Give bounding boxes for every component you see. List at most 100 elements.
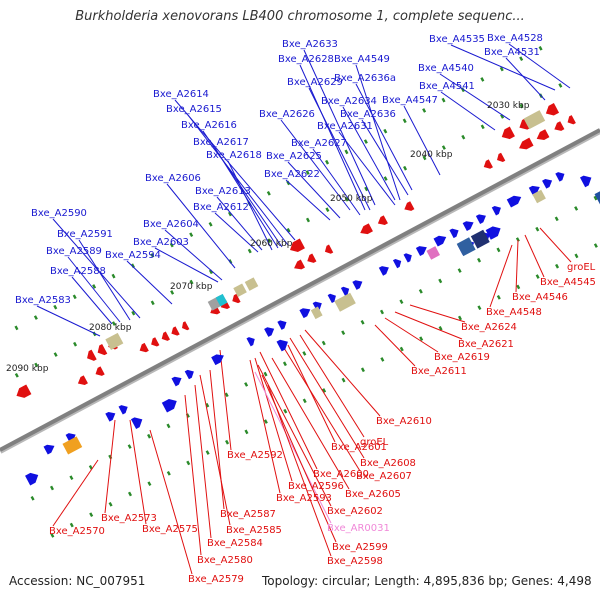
gene-label-reverse[interactable]: Bxe_A2575 <box>142 524 198 535</box>
gene-label-reverse[interactable]: Bxe_A2584 <box>207 538 263 549</box>
gene-block[interactable] <box>470 229 490 249</box>
rrna-block[interactable] <box>62 436 83 455</box>
gene-label-forward[interactable]: Bxe_A2633 <box>282 39 338 50</box>
gene-label-forward[interactable]: Bxe_A2590 <box>31 208 87 219</box>
forward-gene-arrow[interactable] <box>491 204 503 216</box>
gene-label-forward[interactable]: Bxe_A2591 <box>57 229 113 240</box>
forward-gene-arrow[interactable] <box>264 325 276 337</box>
reverse-gene-arrow[interactable] <box>517 137 534 153</box>
gene-label-forward[interactable]: Bxe_A4549 <box>334 54 390 65</box>
gene-label-forward[interactable]: Bxe_A2613 <box>195 186 251 197</box>
reverse-gene-arrow[interactable] <box>292 259 306 273</box>
gene-label-reverse[interactable]: Bxe_A2605 <box>345 489 401 500</box>
gene-label-forward[interactable]: Bxe_A2604 <box>143 219 199 230</box>
gene-label-forward[interactable]: Bxe_A2626 <box>259 109 315 120</box>
reverse-gene-arrow[interactable] <box>95 343 108 357</box>
gene-label-forward[interactable]: Bxe_A2616 <box>181 120 237 131</box>
forward-gene-arrow[interactable] <box>312 299 324 312</box>
gene-label-forward[interactable]: Bxe_A4540 <box>418 63 474 74</box>
reverse-gene-arrow[interactable] <box>535 129 550 143</box>
gene-label-reverse[interactable]: Bxe_A2598 <box>327 556 383 567</box>
gene-label-reverse[interactable]: Bxe_A2607 <box>356 471 412 482</box>
forward-gene-arrow[interactable] <box>485 224 504 240</box>
gene-label-reverse[interactable]: Bxe_A2592 <box>227 450 283 461</box>
reverse-gene-arrow[interactable] <box>376 215 388 227</box>
gene-label-reverse[interactable]: Bxe_A2624 <box>461 322 517 333</box>
reverse-gene-arrow[interactable] <box>180 321 190 332</box>
ncrna-label[interactable]: Bxe_AR0031 <box>327 523 390 534</box>
forward-gene-arrow[interactable] <box>555 170 566 182</box>
gene-label-forward[interactable]: Bxe_A2625 <box>266 151 322 162</box>
reverse-gene-arrow[interactable] <box>517 118 531 132</box>
reverse-gene-arrow[interactable] <box>138 342 149 355</box>
forward-gene-arrow[interactable] <box>403 251 414 263</box>
forward-gene-arrow[interactable] <box>580 173 594 188</box>
gene-block[interactable] <box>456 237 476 257</box>
gene-label-forward[interactable]: Bxe_A4528 <box>487 33 543 44</box>
gene-label-reverse[interactable]: Bxe_A2599 <box>332 542 388 553</box>
reverse-gene-arrow[interactable] <box>323 244 334 256</box>
reverse-gene-arrow[interactable] <box>93 366 105 378</box>
gene-block[interactable] <box>215 293 228 307</box>
gene-label-forward[interactable]: Bxe_A2618 <box>206 150 262 161</box>
forward-gene-arrow[interactable] <box>340 285 351 296</box>
reverse-gene-arrow[interactable] <box>149 337 160 348</box>
reverse-gene-arrow[interactable] <box>565 115 576 126</box>
reverse-gene-arrow[interactable] <box>482 159 493 171</box>
forward-gene-arrow[interactable] <box>462 218 476 232</box>
reverse-gene-arrow[interactable] <box>358 223 373 237</box>
reverse-gene-arrow[interactable] <box>499 126 515 142</box>
forward-gene-arrow[interactable] <box>327 292 338 304</box>
forward-gene-arrow[interactable] <box>528 183 542 196</box>
forward-gene-arrow[interactable] <box>276 337 291 352</box>
gene-label-reverse[interactable]: Bxe_A4548 <box>486 307 542 318</box>
forward-gene-arrow[interactable] <box>118 403 130 415</box>
reverse-gene-arrow[interactable] <box>160 331 171 343</box>
gene-label-reverse[interactable]: groEL <box>567 262 596 273</box>
forward-gene-arrow[interactable] <box>378 264 391 276</box>
gene-label-reverse[interactable]: Bxe_A2593 <box>276 493 332 504</box>
forward-gene-arrow[interactable] <box>184 368 196 380</box>
forward-gene-arrow[interactable] <box>542 177 554 189</box>
forward-gene-arrow[interactable] <box>449 226 460 239</box>
gene-label-reverse[interactable]: Bxe_A2602 <box>327 506 383 517</box>
reverse-gene-arrow[interactable] <box>543 103 560 118</box>
gene-label-reverse[interactable]: Bxe_A2601 <box>331 442 387 453</box>
gene-label-forward[interactable]: Bxe_A2636a <box>334 73 396 84</box>
forward-gene-arrow[interactable] <box>392 257 403 269</box>
gene-block[interactable] <box>594 187 600 205</box>
gene-label-forward[interactable]: Bxe_A2617 <box>193 137 249 148</box>
reverse-gene-arrow[interactable] <box>230 293 241 305</box>
rrna-block[interactable] <box>334 292 356 312</box>
forward-gene-arrow[interactable] <box>299 305 312 319</box>
gene-label-forward[interactable]: Bxe_A2588 <box>50 266 106 277</box>
gene-label-forward[interactable]: Bxe_A2636 <box>340 109 396 120</box>
gene-label-forward[interactable]: Bxe_A2628 <box>278 54 334 65</box>
reverse-gene-arrow[interactable] <box>305 253 317 265</box>
rrna-block[interactable] <box>523 110 546 130</box>
reverse-gene-arrow[interactable] <box>76 375 88 387</box>
gene-label-forward[interactable]: Bxe_A2631 <box>317 121 373 132</box>
gene-label-reverse[interactable]: Bxe_A4545 <box>540 277 596 288</box>
forward-gene-arrow[interactable] <box>277 318 288 330</box>
forward-gene-arrow[interactable] <box>211 352 226 366</box>
gene-label-reverse[interactable]: Bxe_A2585 <box>226 525 282 536</box>
reverse-gene-arrow[interactable] <box>84 349 97 363</box>
gene-label-forward[interactable]: Bxe_A2594 <box>105 250 161 261</box>
gene-label-forward[interactable]: Bxe_A4535 <box>429 34 485 45</box>
forward-gene-arrow[interactable] <box>130 415 145 429</box>
gene-label-forward[interactable]: Bxe_A2612 <box>193 202 249 213</box>
gene-label-reverse[interactable]: groEL <box>360 437 389 448</box>
forward-gene-arrow[interactable] <box>475 212 488 224</box>
rrna-block[interactable] <box>233 283 247 297</box>
rrna-block[interactable] <box>244 277 259 291</box>
gene-label-forward[interactable]: Bxe_A2603 <box>133 237 189 248</box>
gene-label-forward[interactable]: Bxe_A4531 <box>484 47 540 58</box>
forward-gene-arrow[interactable] <box>43 442 57 455</box>
forward-gene-arrow[interactable] <box>105 409 117 422</box>
gene-label-reverse[interactable]: Bxe_A2573 <box>101 513 157 524</box>
forward-gene-arrow[interactable] <box>506 193 524 208</box>
reverse-gene-arrow[interactable] <box>14 384 32 400</box>
